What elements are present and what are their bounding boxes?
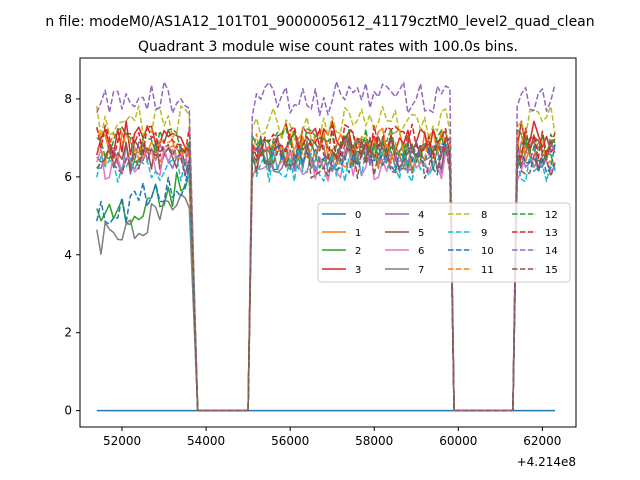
legend-label-15: 15	[545, 265, 558, 276]
x-tick-label: 54000	[187, 434, 225, 448]
legend-box	[317, 202, 571, 283]
axes-frame	[79, 57, 577, 428]
legend-label-0: 0	[355, 210, 361, 221]
x-tick-label: 58000	[355, 434, 393, 448]
y-tick-label: 8	[64, 92, 72, 106]
x-tick-label: 60000	[439, 434, 477, 448]
legend-label-8: 8	[481, 210, 487, 221]
legend-label-6: 6	[418, 246, 424, 257]
x-offset-label: +4.214e8	[517, 455, 576, 469]
series-line-15	[96, 143, 556, 412]
legend-label-1: 1	[355, 228, 361, 239]
y-tick-label: 6	[64, 170, 72, 184]
figure-suptitle: n file: modeM0/AS1A12_101T01_9000005612_…	[45, 14, 594, 30]
legend-label-14: 14	[545, 246, 558, 257]
legend-label-3: 3	[355, 265, 361, 276]
legend-label-10: 10	[481, 246, 494, 257]
chart-title: Quadrant 3 module wise count rates with …	[138, 39, 518, 55]
x-tick-label: 52000	[103, 434, 141, 448]
x-tick-label: 62000	[523, 434, 561, 448]
legend-label-12: 12	[545, 210, 558, 221]
series-line-8	[96, 105, 556, 412]
legend-label-2: 2	[355, 246, 361, 257]
y-tick-label: 2	[64, 326, 72, 340]
x-axis: 52000 54000 56000 58000 60000 62000	[103, 427, 561, 448]
y-tick-label: 0	[64, 404, 72, 418]
y-tick-label: 4	[64, 248, 72, 262]
legend-label-13: 13	[545, 228, 558, 239]
plot-lines	[96, 80, 556, 412]
series-line-14	[96, 80, 556, 412]
legend-label-11: 11	[481, 265, 494, 276]
legend-label-4: 4	[418, 210, 424, 221]
series-line-9	[96, 147, 556, 412]
legend-label-7: 7	[418, 265, 424, 276]
x-tick-label: 56000	[271, 434, 309, 448]
y-axis: 0 2 4 6 8	[64, 92, 80, 418]
legend-label-5: 5	[418, 228, 424, 239]
series-line-12	[96, 127, 556, 412]
legend-label-9: 9	[481, 228, 487, 239]
